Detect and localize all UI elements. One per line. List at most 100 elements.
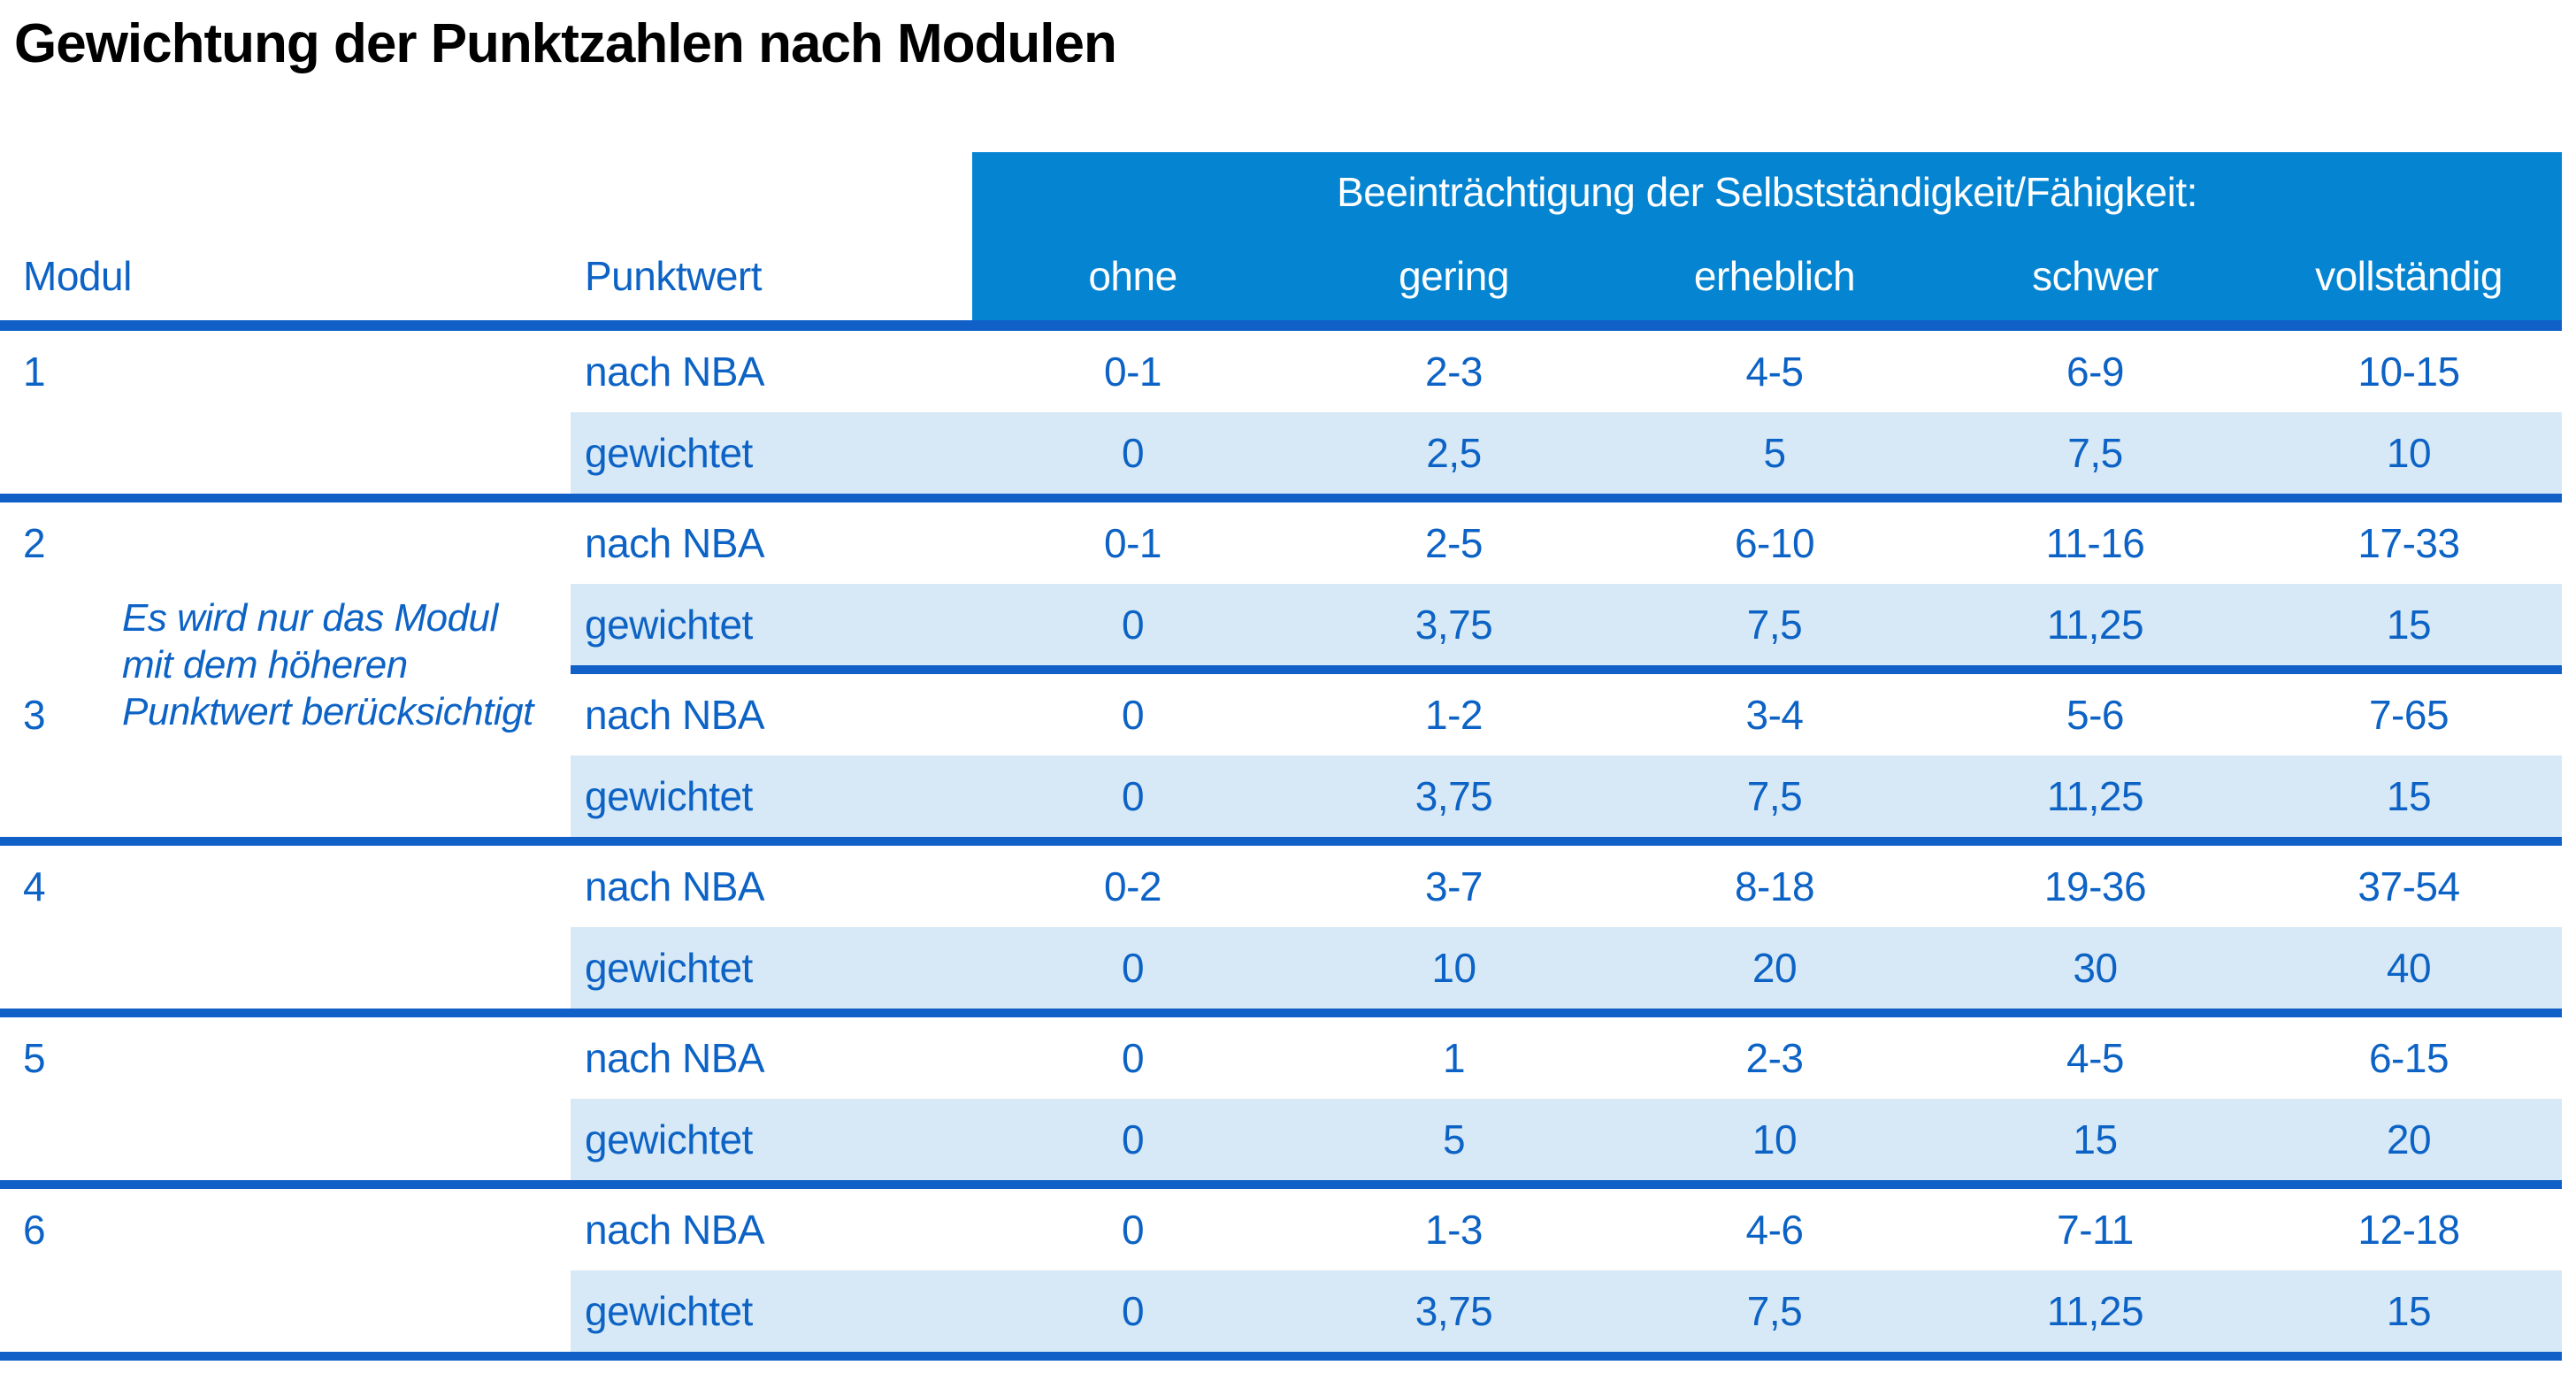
row-label-nba: nach NBA	[585, 349, 765, 395]
value-cell: 8-18	[1734, 863, 1815, 909]
table-row-module6-nba: 6 nach NBA 0 1-3 4-6 7-11 12-18	[0, 1189, 2562, 1270]
value-cell: 20	[1614, 927, 1935, 1009]
value-cell: 11-16	[2045, 520, 2145, 566]
row-label-nba: nach NBA	[585, 520, 765, 566]
module-divider-line	[0, 1009, 2562, 1017]
value-cell: 11,25	[1935, 1270, 2256, 1352]
value-cell: 1	[1442, 1035, 1466, 1081]
table-row-module4-nba: 4 nach NBA 0-2 3-7 8-18 19-36 37-54	[0, 846, 2562, 927]
value-cell: 4-5	[1745, 349, 1804, 395]
group-header: Beeinträchtigung der Selbstständigkeit/F…	[972, 152, 2562, 232]
value-cell: 15	[2256, 1270, 2562, 1352]
value-cell: 2-3	[1425, 349, 1483, 395]
value-cell: 40	[2256, 927, 2562, 1009]
value-cell: 1-2	[1425, 692, 1483, 738]
value-cell: 0	[972, 1099, 1293, 1180]
header-divider-line	[0, 320, 2562, 331]
value-cell: 17-33	[2358, 520, 2460, 566]
note-line: mit dem höheren	[122, 643, 408, 686]
value-cell: 0	[1121, 692, 1145, 738]
table-bottom-line	[0, 1352, 2562, 1361]
value-cell: 5	[1293, 1099, 1614, 1180]
row-label-weighted: gewichtet	[571, 1270, 972, 1352]
value-cell: 0	[972, 756, 1293, 837]
table-row-module3-nba: 3 nach NBA 0 1-2 3-4 5-6 7-65	[0, 674, 2562, 756]
value-cell: 4-5	[2066, 1035, 2124, 1081]
module-divider-line	[0, 837, 2562, 846]
value-cell: 6-10	[1734, 520, 1815, 566]
value-cell: 15	[2256, 584, 2562, 665]
spacer-cell	[0, 927, 571, 1009]
module-number: 4	[23, 863, 46, 909]
value-cell: 10	[2256, 412, 2562, 494]
value-cell: 11,25	[1935, 584, 2256, 665]
module-number: 1	[23, 349, 46, 395]
value-cell: 5-6	[2066, 692, 2124, 738]
table-row-module1-weighted: gewichtet 0 2,5 5 7,5 10	[0, 412, 2562, 494]
value-cell: 7-11	[2057, 1207, 2134, 1253]
value-cell: 6-15	[2368, 1035, 2450, 1081]
row-label-nba: nach NBA	[585, 1035, 765, 1081]
value-cell: 6-9	[2066, 349, 2124, 395]
value-cell: 0	[972, 1270, 1293, 1352]
value-cell: 7-65	[2368, 692, 2450, 738]
module-number: 6	[23, 1207, 46, 1253]
value-cell: 10	[1293, 927, 1614, 1009]
value-cell: 2,5	[1293, 412, 1614, 494]
value-cell: 20	[2256, 1099, 2562, 1180]
module-divider-line-partial	[571, 665, 2562, 674]
row-label-nba: nach NBA	[585, 863, 765, 909]
value-cell: 7,5	[1935, 412, 2256, 494]
value-cell: 4-6	[1745, 1207, 1804, 1253]
value-cell: 0	[1121, 1035, 1145, 1081]
row-label-weighted: gewichtet	[571, 927, 972, 1009]
value-cell: 5	[1614, 412, 1935, 494]
table-row-module1-nba: 1 nach NBA 0-1 2-3 4-5 6-9 10-15	[0, 331, 2562, 412]
value-cell: 15	[2256, 756, 2562, 837]
row-label-nba: nach NBA	[585, 1207, 765, 1253]
value-cell: 7,5	[1614, 756, 1935, 837]
value-cell: 2-3	[1745, 1035, 1804, 1081]
table-row-module5-weighted: gewichtet 0 5 10 15 20	[0, 1099, 2562, 1180]
module-number: 3	[23, 692, 46, 738]
module-divider-line	[0, 1180, 2562, 1189]
weighting-table: Beeinträchtigung der Selbstständigkeit/F…	[0, 152, 2562, 1361]
spacer-cell	[0, 1270, 571, 1352]
module-number: 5	[23, 1035, 46, 1081]
value-cell: 3-7	[1425, 863, 1483, 909]
column-header-punktwert: Punktwert	[585, 253, 763, 299]
value-cell: 15	[1935, 1099, 2256, 1180]
row-label-weighted: gewichtet	[571, 412, 972, 494]
column-header-ohne: ohne	[972, 232, 1293, 320]
value-cell: 10-15	[2358, 349, 2460, 395]
value-cell: 12-18	[2358, 1207, 2460, 1253]
row-label-weighted: gewichtet	[571, 756, 972, 837]
note-line: Es wird nur das Modul	[122, 596, 498, 640]
module-divider-line	[0, 494, 2562, 502]
value-cell: 10	[1614, 1099, 1935, 1180]
spacer-cell	[0, 152, 972, 232]
value-cell: 0-1	[1104, 349, 1162, 395]
value-cell: 0-2	[1104, 863, 1162, 909]
value-cell: 7,5	[1614, 1270, 1935, 1352]
module2-3-note: Es wird nur das Modul mit dem höheren Pu…	[122, 594, 533, 735]
value-cell: 0	[972, 927, 1293, 1009]
table-header-group-row: Beeinträchtigung der Selbstständigkeit/F…	[0, 152, 2562, 232]
note-line: Punktwert berücksichtigt	[122, 690, 533, 733]
table-row-module4-weighted: gewichtet 0 10 20 30 40	[0, 927, 2562, 1009]
table-header-row: Modul Punktwert ohne gering erheblich sc…	[0, 232, 2562, 320]
row-label-weighted: gewichtet	[571, 1099, 972, 1180]
value-cell: 2-5	[1425, 520, 1483, 566]
column-header-gering: gering	[1293, 232, 1614, 320]
value-cell: 11,25	[1935, 756, 2256, 837]
table-row-module2-nba: 2 nach NBA 0-1 2-5 6-10 11-16 17-33	[0, 502, 2562, 584]
value-cell: 30	[1935, 927, 2256, 1009]
value-cell: 0	[972, 412, 1293, 494]
module2-3-group: Es wird nur das Modul mit dem höheren Pu…	[0, 502, 2562, 846]
value-cell: 0	[1121, 1207, 1145, 1253]
value-cell: 7,5	[1614, 584, 1935, 665]
spacer-cell	[0, 412, 571, 494]
value-cell: 0-1	[1104, 520, 1162, 566]
column-header-erheblich: erheblich	[1614, 232, 1935, 320]
value-cell: 37-54	[2358, 863, 2460, 909]
